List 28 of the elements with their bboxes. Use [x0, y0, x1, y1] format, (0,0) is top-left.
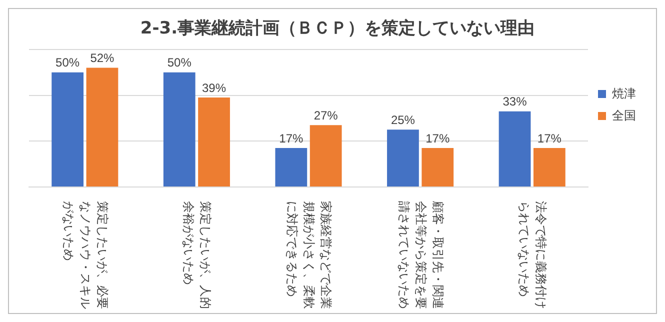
data-label: 50%	[167, 56, 192, 70]
bar	[422, 148, 454, 186]
data-label: 17%	[537, 131, 562, 146]
data-label: 17%	[279, 131, 304, 146]
chart-title: 2-3.事業継続計画（ＢＣＰ）を策定していない理由	[140, 18, 535, 39]
data-label: 52%	[90, 51, 115, 66]
x-tick-label: 家族経営などで企業規模が小さく、柔軟に対応できるため	[284, 201, 334, 311]
bar	[498, 111, 531, 186]
bar	[533, 148, 566, 186]
bar	[86, 68, 118, 186]
bar	[163, 72, 196, 186]
bar	[198, 98, 230, 186]
bar	[387, 130, 419, 186]
data-label: 39%	[202, 80, 226, 95]
data-label: 25%	[390, 112, 416, 127]
legend-label: 全国	[612, 108, 636, 122]
x-tick-label: 策定したいが、必要なノウハウ・スキルがないため	[60, 201, 110, 311]
data-label: 50%	[56, 56, 80, 70]
bar	[52, 72, 84, 186]
x-tick-label: 策定したいが、人的余裕がないため	[180, 201, 214, 311]
x-tick-label: 顧客・取引先・関連会社等から策定を要請されていないため	[396, 201, 446, 311]
data-label: 27%	[314, 108, 338, 122]
legend-label: 焼津	[612, 86, 636, 100]
bar	[275, 148, 308, 186]
bar	[310, 125, 342, 186]
x-tick-label: 法令で特に義務付けられていないため	[516, 201, 550, 311]
data-label: 33%	[502, 94, 528, 109]
data-label: 17%	[426, 131, 450, 146]
